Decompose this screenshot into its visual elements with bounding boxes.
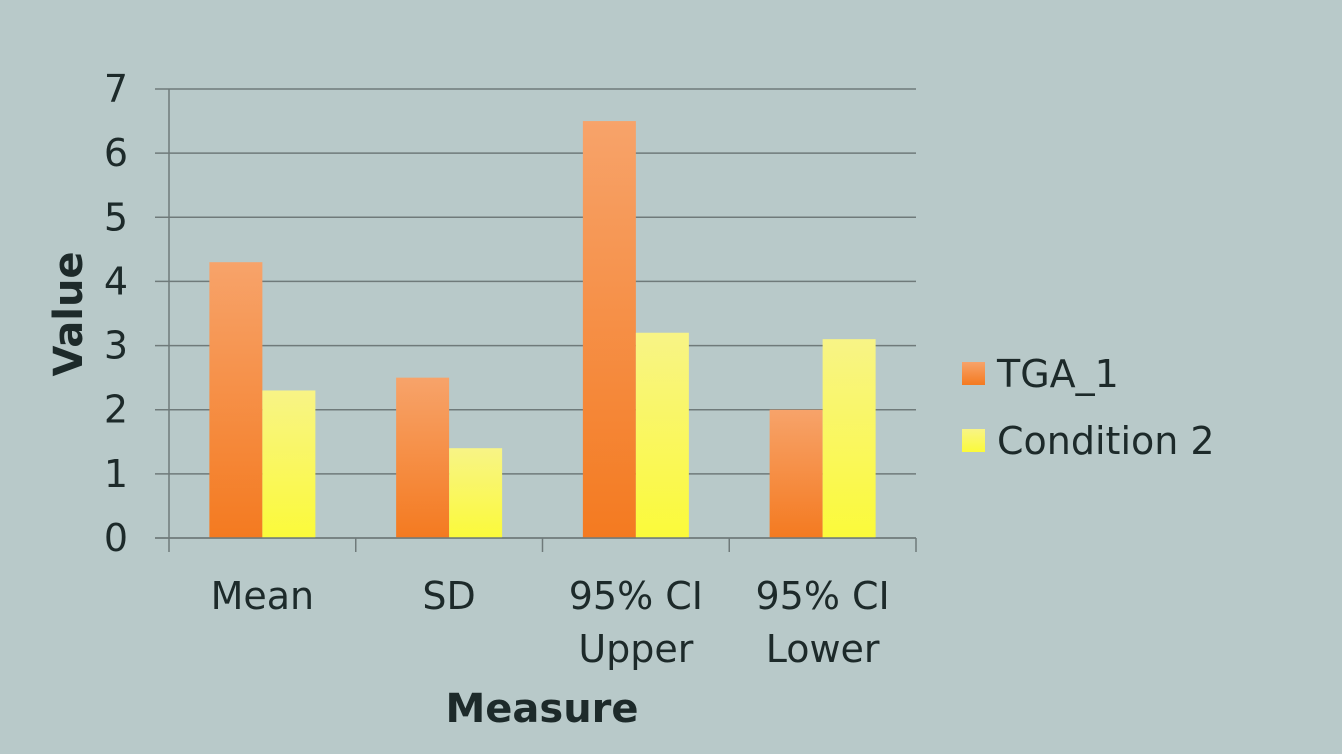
labels: 0 1 2 3 4 5 6 7 Mean SD 95% CI Upper 95% CI Lower Meas…	[46, 67, 890, 732]
x-tick-label: SD	[422, 574, 475, 618]
x-axis-title: Measure	[445, 686, 638, 732]
y-axis-title: Value	[46, 251, 92, 376]
bar-tga-1-0	[209, 262, 263, 538]
legend-swatch-tga-1	[962, 362, 985, 385]
bar-tga-1-2	[582, 121, 636, 539]
legend-label-condition-2: Condition 2	[997, 419, 1215, 463]
x-tick-label: 95% CI Upper	[569, 574, 703, 671]
y-tick-label: 4	[104, 259, 128, 303]
y-tick-label: 2	[104, 388, 128, 432]
bar-condition-2-0	[262, 390, 316, 538]
bar-condition-2-1	[449, 448, 503, 538]
legend-swatch-condition-2	[962, 429, 985, 452]
y-tick-label: 5	[104, 195, 128, 239]
bar-condition-2-2	[635, 332, 689, 538]
y-tick-label: 6	[104, 131, 128, 175]
y-tick-label: 7	[104, 67, 128, 111]
bars	[209, 121, 876, 539]
bar-tga-1-3	[769, 409, 823, 538]
y-tick-label: 1	[104, 452, 128, 496]
x-tick-label: 95% CI Lower	[755, 574, 889, 671]
axes	[155, 89, 917, 552]
legend: TGA_1 Condition 2	[962, 352, 1215, 463]
x-tick-label: Mean	[211, 574, 315, 618]
bar-tga-1-1	[396, 377, 450, 538]
y-tick-label: 3	[104, 324, 128, 368]
y-tick-label: 0	[104, 516, 128, 560]
bar-condition-2-3	[822, 339, 876, 538]
legend-label-tga-1: TGA_1	[996, 352, 1119, 396]
